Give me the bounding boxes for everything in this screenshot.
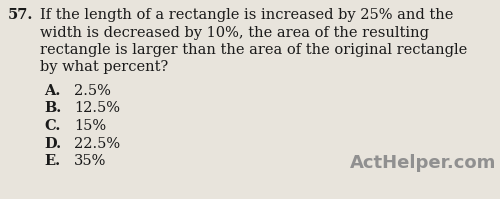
Text: D.: D. <box>44 137 61 150</box>
Text: E.: E. <box>44 154 60 168</box>
Text: by what percent?: by what percent? <box>40 60 168 74</box>
Text: C.: C. <box>44 119 60 133</box>
Text: ActHelper.com: ActHelper.com <box>350 154 496 172</box>
Text: If the length of a rectangle is increased by 25% and the: If the length of a rectangle is increase… <box>40 8 454 22</box>
Text: 57.: 57. <box>8 8 34 22</box>
Text: B.: B. <box>44 101 61 115</box>
Text: 2.5%: 2.5% <box>74 84 111 98</box>
Text: A.: A. <box>44 84 60 98</box>
Text: 12.5%: 12.5% <box>74 101 120 115</box>
Text: width is decreased by 10%, the area of the resulting: width is decreased by 10%, the area of t… <box>40 25 429 39</box>
Text: 22.5%: 22.5% <box>74 137 120 150</box>
Text: 35%: 35% <box>74 154 106 168</box>
Text: 15%: 15% <box>74 119 106 133</box>
Text: rectangle is larger than the area of the original rectangle: rectangle is larger than the area of the… <box>40 43 467 57</box>
